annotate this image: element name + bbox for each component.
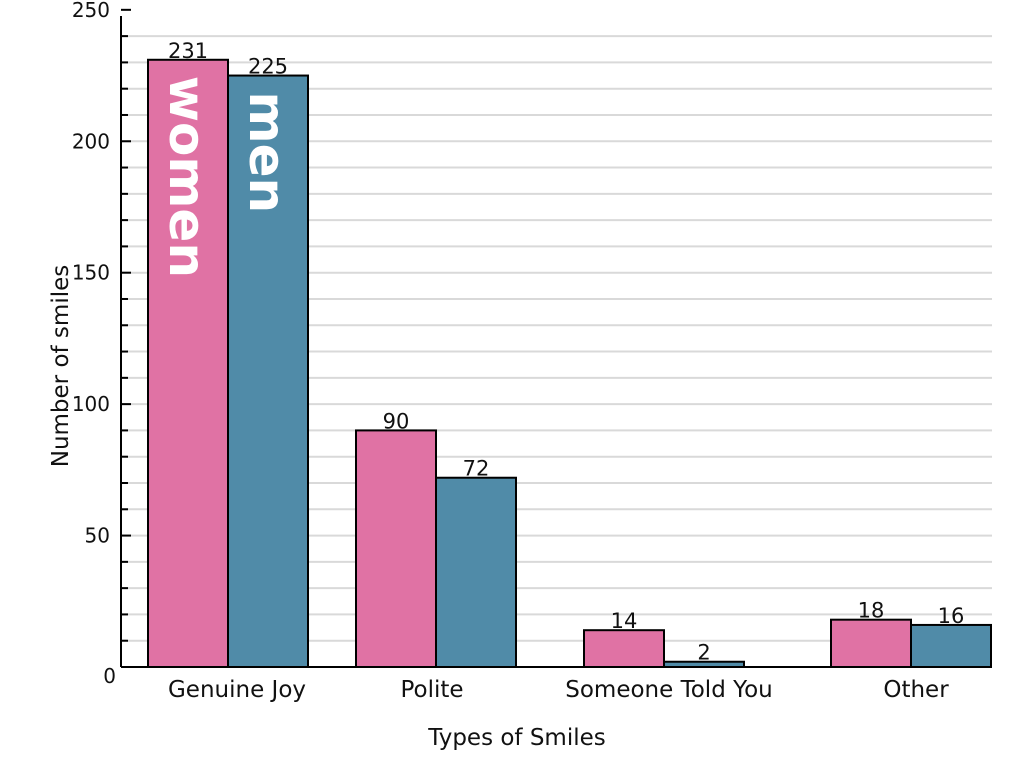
y-tick-label: 250 <box>72 0 110 22</box>
data-label: 14 <box>611 609 638 633</box>
x-tick-label: Other <box>883 677 949 703</box>
series-label-women: women <box>158 76 216 278</box>
y-axis-title: Number of smiles <box>48 265 74 468</box>
y-tick-label: 0 <box>103 664 116 688</box>
bar-men-0 <box>227 74 309 668</box>
bar-women-2 <box>583 629 665 668</box>
y-tick-label: 100 <box>72 392 110 416</box>
data-label: 16 <box>938 604 965 628</box>
bar-men-2 <box>663 660 745 668</box>
bar-women-3 <box>830 618 912 668</box>
bar-women-0 <box>147 58 229 668</box>
data-label: 231 <box>168 39 208 63</box>
bar-men-3 <box>910 623 992 668</box>
data-label: 90 <box>383 409 410 433</box>
x-tick-labels: Genuine Joy Polite Someone Told You Other <box>168 677 949 703</box>
y-tick-label: 50 <box>85 524 110 548</box>
y-tick-label: 150 <box>72 261 110 285</box>
x-tick-label: Genuine Joy <box>168 677 306 703</box>
series-label-men: men <box>238 92 296 214</box>
bar-women-1 <box>355 429 437 668</box>
data-label: 225 <box>248 55 288 79</box>
y-tick-label: 200 <box>72 129 110 153</box>
data-label: 2 <box>697 641 710 665</box>
x-tick-label: Polite <box>400 677 463 703</box>
x-tick-label: Someone Told You <box>565 677 773 703</box>
bar-men-1 <box>435 476 517 669</box>
data-label: 18 <box>858 599 885 623</box>
y-axis: 0 50 100 150 200 250 <box>72 0 131 688</box>
data-label: 72 <box>463 457 490 481</box>
bars: 231 women 225 men 90 72 14 2 18 16 <box>147 39 992 669</box>
x-axis-title: Types of Smiles <box>427 725 606 751</box>
